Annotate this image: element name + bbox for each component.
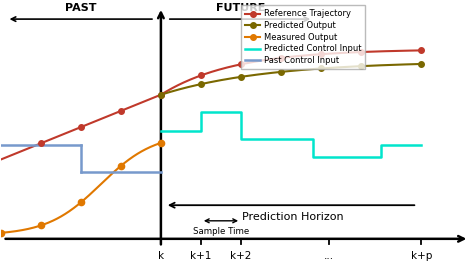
Text: FUTURE: FUTURE [216, 3, 266, 13]
Legend: Reference Trajectory, Predicted Output, Measured Output, Predicted Control Input: Reference Trajectory, Predicted Output, … [241, 5, 365, 69]
Text: k+p: k+p [410, 251, 432, 261]
Text: PAST: PAST [65, 3, 97, 13]
Text: Sample Time: Sample Time [193, 227, 249, 236]
Text: k: k [158, 251, 164, 261]
Text: ...: ... [324, 251, 334, 261]
Text: k+1: k+1 [190, 251, 211, 261]
Text: Prediction Horizon: Prediction Horizon [242, 212, 344, 222]
Text: k+2: k+2 [230, 251, 252, 261]
